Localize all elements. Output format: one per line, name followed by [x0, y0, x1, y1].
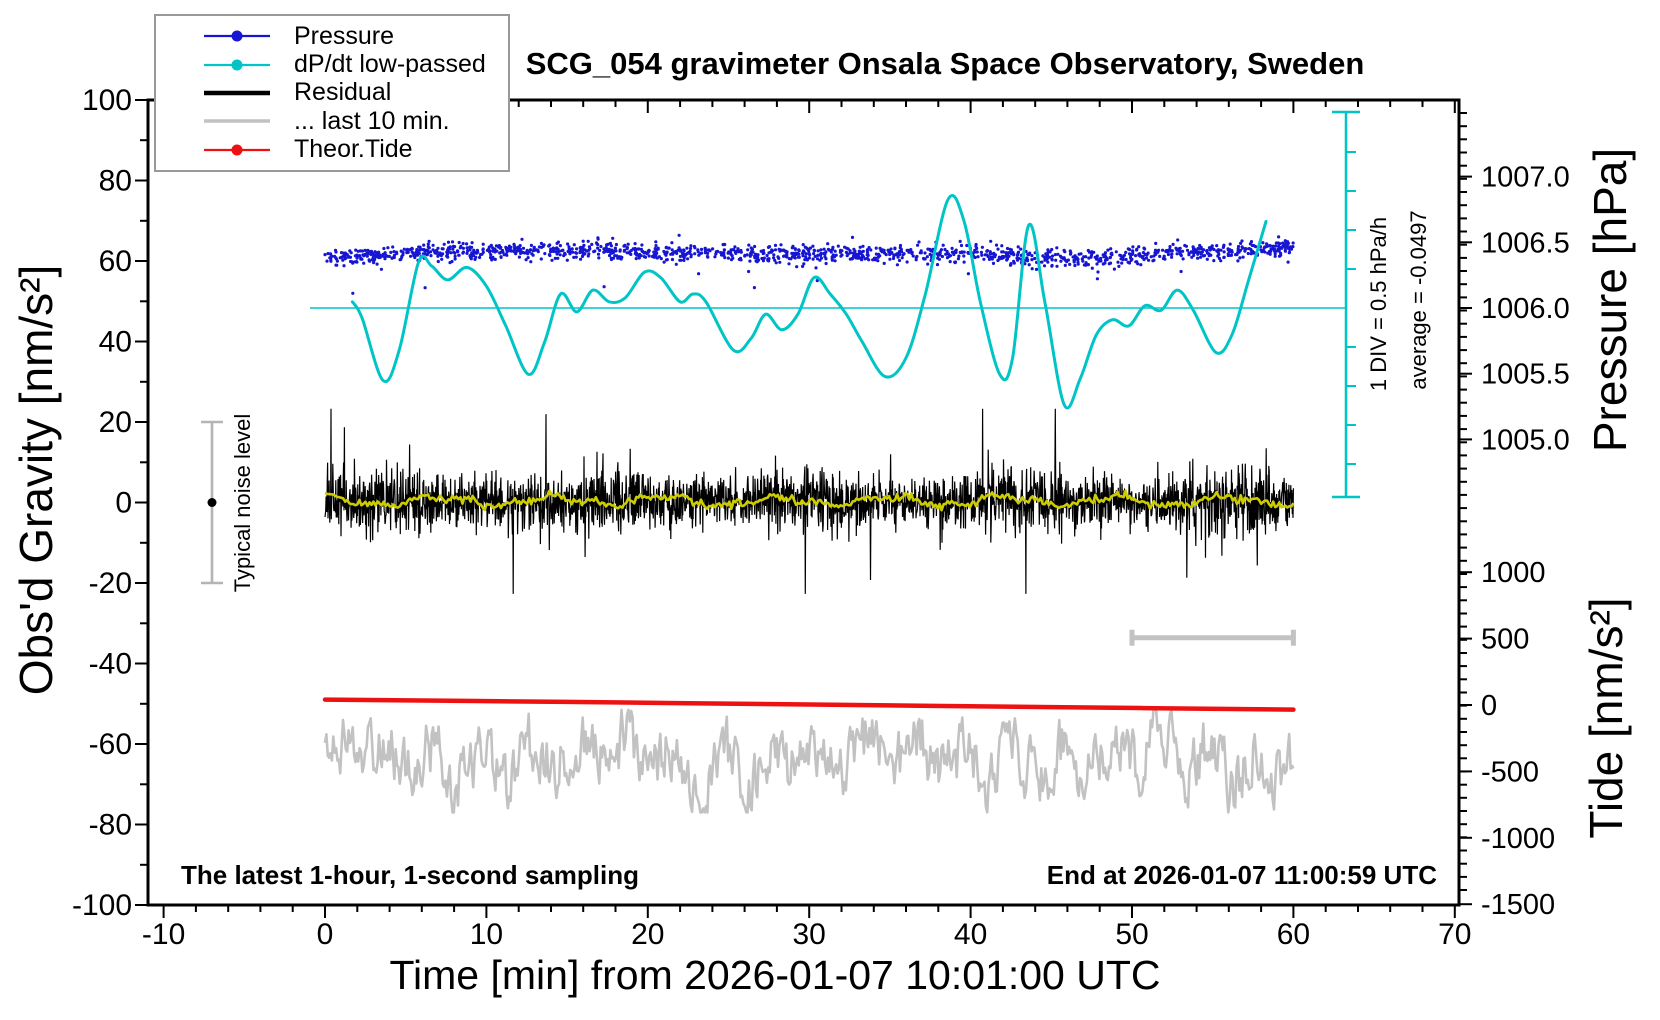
gravity-axis-tick-labels: 100 80 60 40 20 0 -20 -40 -60 -80 -100: [72, 84, 132, 922]
legend-item-residual: Residual: [156, 78, 508, 107]
svg-text:0: 0: [317, 918, 334, 951]
x-axis-label: Time [min] from 2026-01-07 10:01:00 UTC: [389, 952, 1161, 998]
svg-text:-1000: -1000: [1481, 823, 1555, 855]
y-axis-label-pressure: Pressure [hPa]: [1584, 147, 1636, 453]
svg-text:20: 20: [99, 406, 132, 439]
svg-text:-60: -60: [89, 728, 132, 761]
dpdt-axis: [310, 110, 1360, 499]
svg-text:50: 50: [1115, 918, 1148, 951]
tide-line-marker-icon: [204, 144, 270, 156]
series-residual: [324, 408, 1294, 594]
dpdt-div-annotation: 1 DIV = 0.5 hPa/h: [1366, 216, 1391, 392]
chart-title: SCG_054 gravimeter Onsala Space Observat…: [525, 46, 1365, 81]
legend: Pressure dP/dt low-passed Residual ... l…: [154, 14, 510, 172]
svg-text:-1500: -1500: [1481, 889, 1555, 921]
svg-text:1000: 1000: [1481, 557, 1546, 589]
svg-text:0: 0: [1481, 690, 1497, 722]
svg-text:-40: -40: [89, 648, 132, 681]
svg-text:10: 10: [470, 918, 503, 951]
svg-text:-10: -10: [142, 918, 185, 951]
dpdt-line-marker-icon: [204, 59, 270, 71]
svg-text:30: 30: [793, 918, 826, 951]
legend-item-dpdt: dP/dt low-passed: [156, 50, 508, 79]
svg-text:-80: -80: [89, 809, 132, 842]
end-time-note: End at 2026-01-07 11:00:59 UTC: [1046, 860, 1437, 890]
series-last10-residual: [323, 708, 1295, 814]
series-dpdt-lowpassed: [350, 194, 1268, 410]
svg-text:1005.0: 1005.0: [1481, 424, 1570, 456]
legend-label: Theor.Tide: [294, 135, 413, 164]
x-axis-tick-labels: -10 0 10 20 30 40 50 60 70: [142, 918, 1472, 951]
tide-axis-tick-labels: 1000 500 0 -500 -1000 -1500: [1481, 557, 1555, 921]
dpdt-average-annotation: average = -0.0497: [1406, 210, 1431, 390]
svg-text:40: 40: [954, 918, 987, 951]
svg-text:80: 80: [99, 165, 132, 198]
legend-item-pressure: Pressure: [156, 22, 508, 50]
svg-text:-500: -500: [1481, 756, 1539, 788]
noise-level-annotation: Typical noise level: [230, 413, 255, 593]
legend-item-tide: Theor.Tide: [156, 135, 508, 164]
noise-level-dot: [207, 498, 217, 507]
gravity-axis-ticks: [135, 99, 148, 906]
svg-text:40: 40: [99, 326, 132, 359]
svg-text:-100: -100: [72, 889, 132, 922]
legend-label: ... last 10 min.: [294, 106, 450, 135]
svg-text:1005.5: 1005.5: [1481, 359, 1570, 391]
svg-text:60: 60: [99, 245, 132, 278]
svg-text:100: 100: [82, 84, 132, 117]
legend-label: dP/dt low-passed: [294, 50, 486, 79]
pressure-line-marker-icon: [204, 30, 270, 42]
svg-text:500: 500: [1481, 624, 1529, 656]
series-theor-tide: [322, 697, 1296, 712]
y-axis-label-gravity: Obs'd Gravity [nm/s²]: [10, 264, 62, 696]
series-residual-lowpass: [324, 489, 1295, 512]
pressure-axis-tick-labels: 1007.0 1006.5 1006.0 1005.5 1005.0: [1481, 162, 1570, 457]
sampling-note: The latest 1-hour, 1-second sampling: [181, 860, 639, 890]
svg-text:70: 70: [1438, 918, 1471, 951]
y-axis-label-tide: Tide [nm/s²]: [1580, 597, 1632, 839]
legend-item-last10: ... last 10 min.: [156, 107, 508, 135]
last10-line-icon: [204, 119, 270, 124]
svg-text:1006.5: 1006.5: [1481, 227, 1570, 259]
residual-line-icon: [204, 90, 270, 96]
series-pressure-dots: [323, 233, 1295, 295]
svg-text:60: 60: [1277, 918, 1310, 951]
legend-label: Pressure: [294, 21, 395, 50]
svg-text:1006.0: 1006.0: [1481, 293, 1570, 325]
svg-text:1007.0: 1007.0: [1481, 162, 1570, 194]
legend-label: Residual: [294, 78, 392, 107]
svg-text:0: 0: [115, 487, 132, 520]
last10-range-bar: [1129, 629, 1296, 646]
svg-text:20: 20: [631, 918, 664, 951]
right-axis-ticks: [1459, 112, 1472, 906]
svg-text:-20: -20: [89, 567, 132, 600]
